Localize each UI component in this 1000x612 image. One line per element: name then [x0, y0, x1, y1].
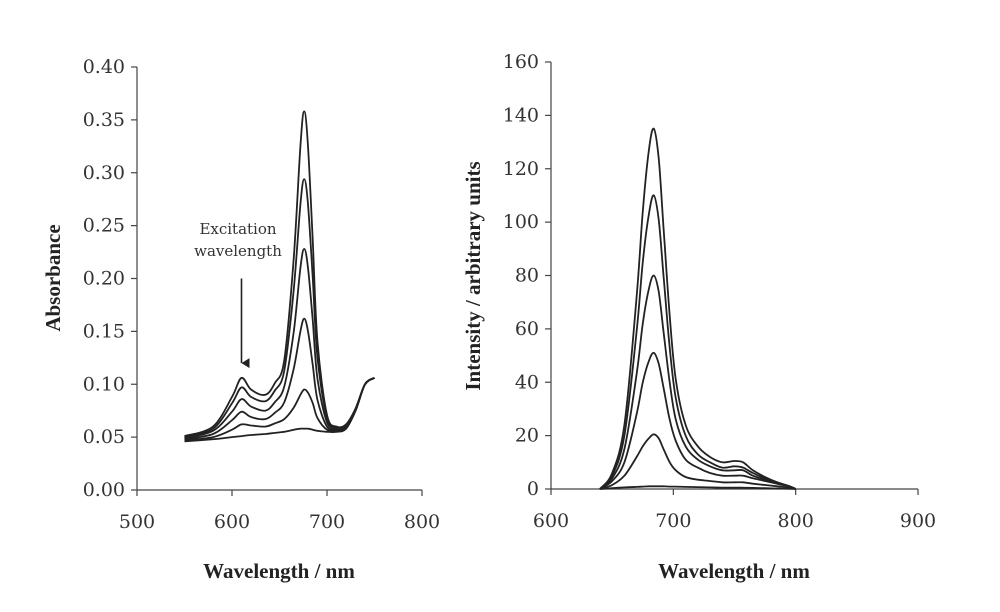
- y-tick-label: 0.30: [83, 162, 125, 184]
- y-tick-label: 20: [515, 425, 539, 447]
- y-tick-label: 140: [503, 104, 539, 126]
- x-tick-label: 600: [214, 511, 250, 533]
- y-tick-label: 0.25: [83, 215, 125, 237]
- x-tick-label: 700: [655, 510, 691, 532]
- y-tick-label: 40: [515, 371, 539, 393]
- y-tick-label: 60: [515, 318, 539, 340]
- y-tick-label: 100: [503, 211, 539, 233]
- y-tick-label: 0: [527, 478, 539, 500]
- y-tick-label: 0.15: [83, 320, 125, 342]
- y-tick-label: 0.00: [83, 479, 125, 501]
- y-axis-label: Intensity / arbitrary units: [461, 161, 485, 390]
- series-curve-6: [599, 127, 797, 490]
- series-curve-2: [599, 433, 796, 490]
- series-curve-1: [599, 485, 796, 490]
- series-curve-6: [184, 110, 376, 437]
- y-tick-label: 120: [503, 158, 539, 180]
- y-tick-label: 80: [515, 265, 539, 287]
- series-curve-2: [184, 377, 376, 442]
- y-axis-label: Absorbance: [41, 224, 65, 331]
- annotation-line-1: Excitation: [199, 220, 276, 238]
- x-tick-label: 700: [309, 511, 345, 533]
- series-curve-3: [599, 351, 797, 490]
- absorbance-chart: 0.00 0.05 0.10 0.15 0.20 0.25 0.30 0.35 0.40 500 6…: [41, 56, 440, 583]
- y-tick-label: 0.20: [83, 268, 125, 290]
- x-tick-label: 600: [533, 510, 569, 532]
- y-tick-label: 0.40: [83, 56, 125, 78]
- y-tick-label: 0.35: [83, 109, 125, 131]
- y-tick-label: 160: [503, 51, 539, 73]
- y-tick-label: 0.10: [83, 373, 125, 395]
- intensity-chart: 0 20 40 60 80 100 120 140 160 600 700 800 900 Wavele…: [461, 51, 936, 583]
- x-axis-label: Wavelength / nm: [658, 559, 810, 583]
- x-tick-label: 800: [404, 511, 440, 533]
- series-curve-5: [599, 194, 797, 490]
- annotation-line-2: wavelength: [194, 242, 282, 260]
- y-tick-label: 0.05: [83, 426, 125, 448]
- x-tick-label: 800: [778, 510, 814, 532]
- x-tick-label: 900: [900, 510, 936, 532]
- x-tick-label: 500: [119, 511, 155, 533]
- series-curve-4: [599, 274, 797, 490]
- x-axis-label: Wavelength / nm: [203, 559, 355, 583]
